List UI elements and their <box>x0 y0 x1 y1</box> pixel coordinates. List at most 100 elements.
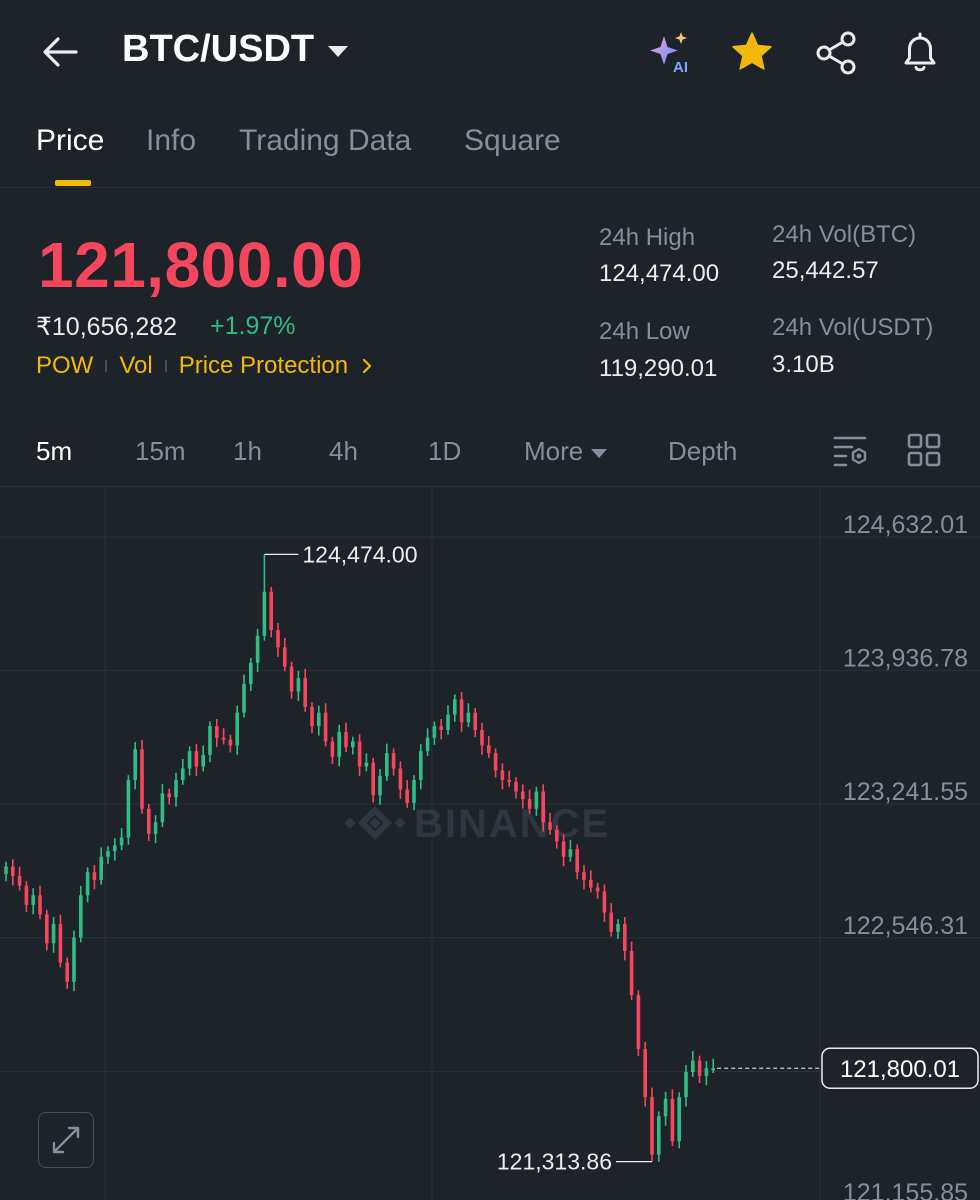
timeframe-1h[interactable]: 1h <box>233 436 262 466</box>
candle-body <box>589 879 593 888</box>
active-tab-indicator <box>55 180 91 186</box>
candle-body <box>153 822 158 834</box>
candle-body <box>398 768 403 790</box>
candle-body <box>473 712 477 731</box>
candle-body <box>521 791 525 800</box>
tag-vol[interactable]: Vol <box>119 352 153 379</box>
candle-body <box>303 678 307 707</box>
tag-price-protection[interactable]: Price Protection <box>178 352 349 379</box>
more-label: More <box>524 436 584 466</box>
binance-watermark: BINANCE <box>344 802 608 846</box>
candle-body <box>480 730 484 746</box>
candle-body <box>351 741 355 748</box>
candle-body <box>160 793 165 823</box>
candle-body <box>201 754 205 767</box>
candle-body <box>58 924 63 963</box>
candle-body <box>575 849 579 873</box>
candle-body <box>221 737 226 740</box>
candle-body <box>541 791 545 823</box>
candle-body <box>79 895 83 938</box>
timeframe-15m[interactable]: 15m <box>135 436 186 466</box>
chevron-right-icon <box>363 358 372 374</box>
candlestick-chart[interactable]: BINANCE 124,632.01 123,936.78 123,241.55 12… <box>0 487 980 1200</box>
y-tick-label: 121,155.85 <box>843 1179 968 1200</box>
layout-grid-icon[interactable] <box>907 433 941 467</box>
timeframe-4h[interactable]: 4h <box>329 436 358 466</box>
candle-body <box>208 726 212 755</box>
candle-body <box>269 591 273 631</box>
price-axis: 124,632.01 123,936.78 123,241.55 122,546.31… <box>843 511 968 1200</box>
candle-body <box>568 849 573 857</box>
stat-24h-vol-usdt-value: 3.10B <box>772 351 835 378</box>
timeframe-more-dropdown[interactable]: More <box>524 436 608 467</box>
candle-body <box>215 726 219 738</box>
price-markers: 124,474.00 121,313.86 121,800.01 <box>264 541 979 1175</box>
candle-body <box>677 1097 681 1142</box>
candle-body <box>167 793 171 798</box>
y-tick-label: 123,936.78 <box>843 645 968 673</box>
candle-body <box>453 699 457 715</box>
candle-body <box>378 776 382 796</box>
stat-24h-low-label: 24h Low <box>599 318 690 345</box>
candle-body <box>17 876 22 886</box>
candle-body <box>385 753 389 777</box>
candle-body <box>357 741 362 767</box>
candle-body <box>85 872 90 896</box>
candle-body <box>609 912 613 932</box>
y-tick-label: 123,241.55 <box>843 778 968 806</box>
candle-body <box>616 924 620 932</box>
candle-body <box>527 799 532 809</box>
tab-info[interactable]: Info <box>146 124 197 157</box>
tab-square[interactable]: Square <box>464 124 561 157</box>
depth-button[interactable]: Depth <box>668 436 738 466</box>
ai-sparkle-icon[interactable]: AI <box>648 30 694 76</box>
low-marker-label: 121,313.86 <box>497 1149 612 1175</box>
star-icon[interactable] <box>729 30 775 76</box>
ai-badge-text: AI <box>673 59 688 76</box>
candle-body <box>561 841 566 857</box>
candle-body <box>466 712 471 723</box>
candle-body <box>636 995 641 1049</box>
tag-separator <box>105 360 108 372</box>
candle-body <box>317 712 321 727</box>
candle-body <box>262 591 267 636</box>
candles-layer <box>4 554 715 1162</box>
candle-body <box>555 829 559 842</box>
candle-body <box>242 683 246 713</box>
candle-body <box>711 1068 715 1071</box>
candle-body <box>45 914 49 944</box>
chevron-down-icon <box>328 46 349 57</box>
candle-body <box>344 731 348 748</box>
timeframe-5m[interactable]: 5m <box>36 436 73 466</box>
candle-body <box>419 751 423 780</box>
candle-body <box>51 924 56 944</box>
tab-trading-data[interactable]: Trading Data <box>239 124 412 157</box>
candle-body <box>657 1116 661 1155</box>
tag-pow[interactable]: POW <box>36 352 94 379</box>
tag-separator <box>164 360 167 372</box>
candle-body <box>323 712 328 742</box>
candle-body <box>283 647 287 667</box>
timeframe-1d[interactable]: 1D <box>428 436 462 466</box>
candle-body <box>446 714 450 731</box>
fullscreen-button[interactable] <box>38 1112 94 1168</box>
candle-body <box>249 662 253 684</box>
expand-icon <box>52 1126 80 1154</box>
candle-body <box>704 1068 709 1076</box>
back-arrow-icon[interactable] <box>38 30 82 74</box>
stat-24h-vol-btc-value: 25,442.57 <box>772 257 879 284</box>
stat-24h-low-value: 119,290.01 <box>599 355 718 382</box>
last-price-label: 121,800.01 <box>840 1056 960 1083</box>
tab-price[interactable]: Price <box>36 124 105 157</box>
indicator-settings-icon[interactable] <box>832 432 870 470</box>
candle-body <box>534 791 539 809</box>
bell-icon[interactable] <box>897 30 943 76</box>
candle-body <box>99 856 103 880</box>
pair-selector[interactable]: BTC/USDT <box>122 28 349 71</box>
stat-24h-high-value: 124,474.00 <box>599 260 720 287</box>
y-tick-label: 124,632.01 <box>843 511 968 539</box>
share-icon[interactable] <box>814 30 860 76</box>
stat-24h-high-label: 24h High <box>599 224 696 251</box>
candle-body <box>31 895 35 905</box>
candle-body <box>119 837 124 846</box>
